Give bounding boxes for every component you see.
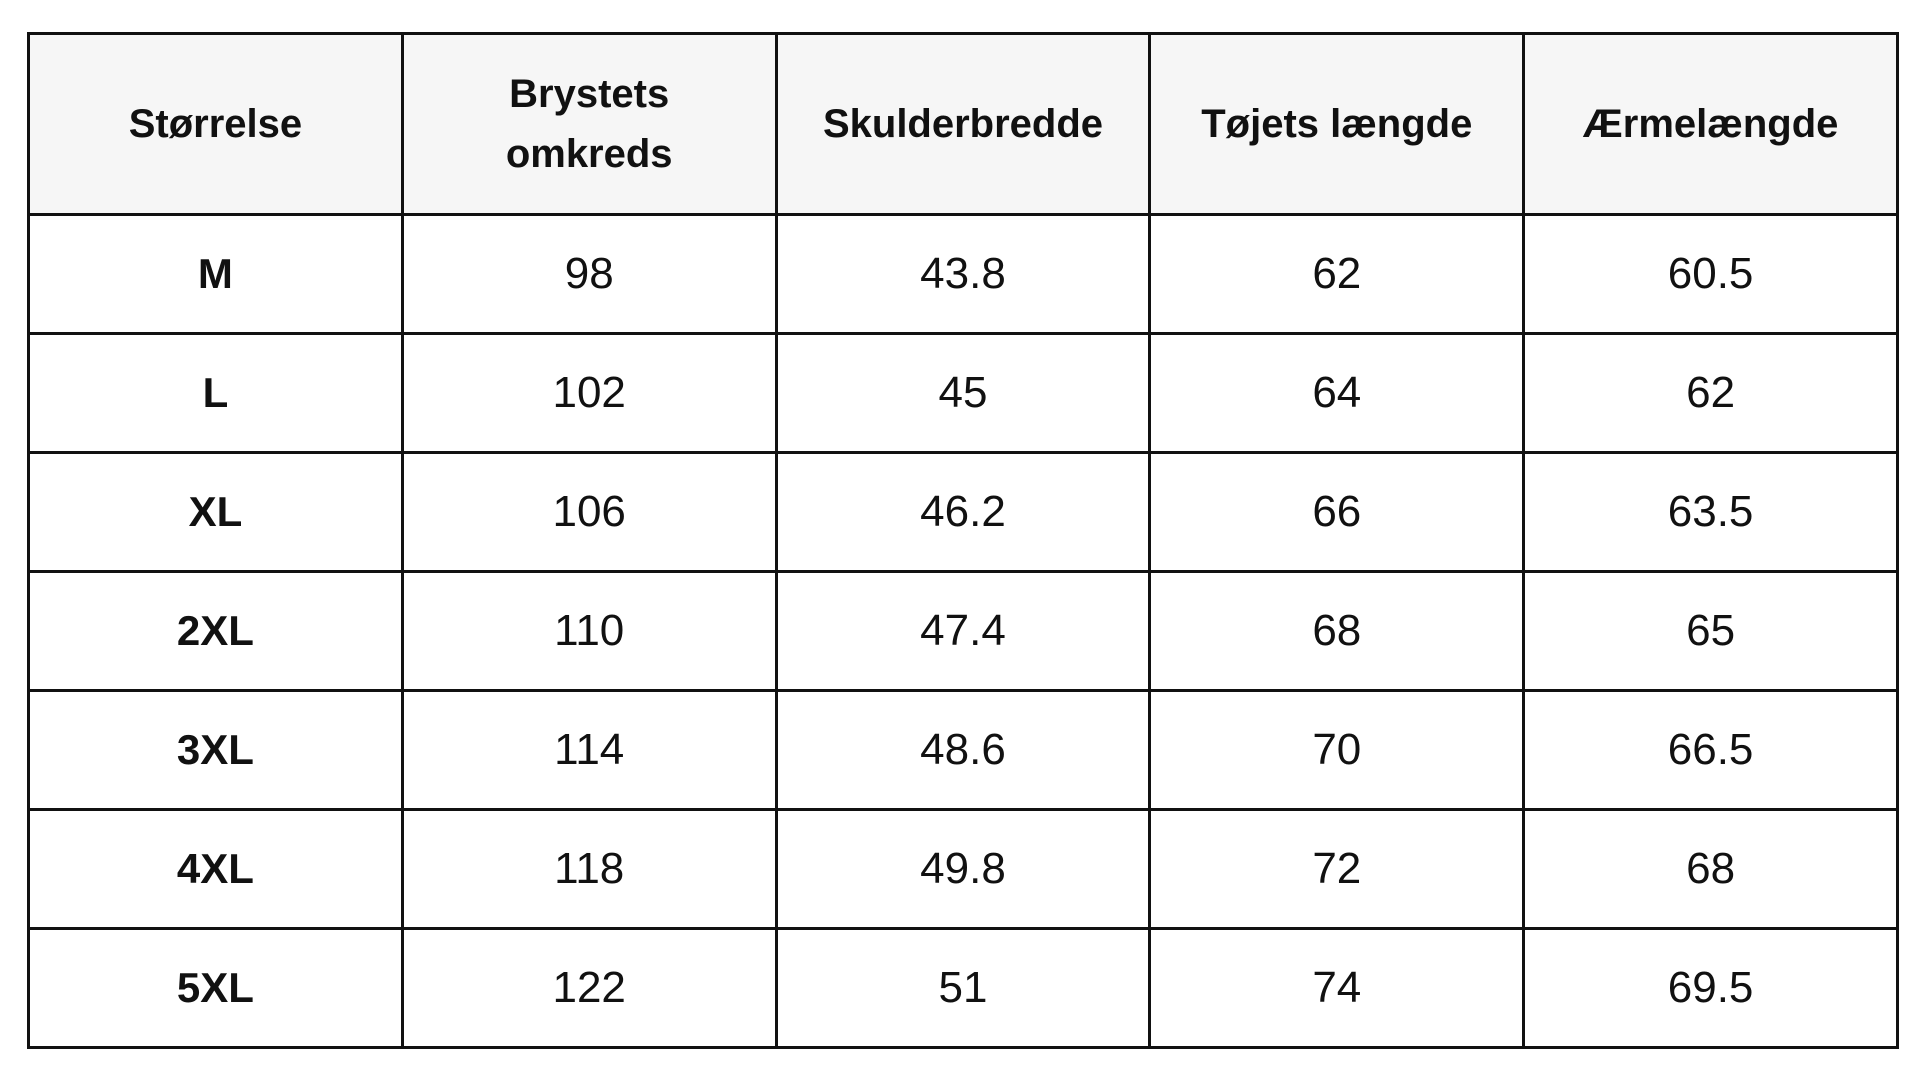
table-body: M 98 43.8 62 60.5 L 102 45 64 62 XL 106 46.2 66 63.5 2X… <box>27 213 1899 1049</box>
table-row: M 98 43.8 62 60.5 <box>27 213 1899 335</box>
size-cell: L <box>27 332 404 454</box>
size-table: Størrelse Brystets omkreds Skulderbredde Tø… <box>27 32 1899 1049</box>
value-cell: 118 <box>400 808 778 930</box>
table-row: 4XL 118 49.8 72 68 <box>27 808 1899 930</box>
value-cell: 68 <box>1522 808 1899 930</box>
header-cell: Tøjets længde <box>1148 32 1526 216</box>
header-text: Ærmelængde <box>1582 102 1839 146</box>
value-cell: 46.2 <box>774 451 1152 573</box>
value-cell: 69.5 <box>1522 927 1899 1049</box>
table-head: Størrelse Brystets omkreds Skulderbredde Tø… <box>27 32 1899 216</box>
header-text: Skulderbredde <box>822 102 1104 146</box>
value-cell: 74 <box>1148 927 1526 1049</box>
table-row: L 102 45 64 62 <box>27 332 1899 454</box>
header-cell: Ærmelængde <box>1522 32 1899 216</box>
size-cell: 3XL <box>27 689 404 811</box>
header-row: Størrelse Brystets omkreds Skulderbredde Tø… <box>27 32 1899 216</box>
value-cell: 102 <box>400 332 778 454</box>
value-cell: 66.5 <box>1522 689 1899 811</box>
value-cell: 98 <box>400 213 778 335</box>
value-cell: 72 <box>1148 808 1526 930</box>
value-cell: 47.4 <box>774 570 1152 692</box>
size-cell: M <box>27 213 404 335</box>
value-cell: 60.5 <box>1522 213 1899 335</box>
value-cell: 64 <box>1148 332 1526 454</box>
size-cell: 4XL <box>27 808 404 930</box>
size-cell: XL <box>27 451 404 573</box>
value-cell: 48.6 <box>774 689 1152 811</box>
value-cell: 62 <box>1148 213 1526 335</box>
table-row: XL 106 46.2 66 63.5 <box>27 451 1899 573</box>
header-cell: Størrelse <box>27 32 404 216</box>
value-cell: 122 <box>400 927 778 1049</box>
value-cell: 45 <box>774 332 1152 454</box>
value-cell: 43.8 <box>774 213 1152 335</box>
header-text: Brystets omkreds <box>505 72 673 176</box>
value-cell: 51 <box>774 927 1152 1049</box>
header-cell: Brystets omkreds <box>400 32 778 216</box>
header-cell: Skulderbredde <box>774 32 1152 216</box>
size-cell: 2XL <box>27 570 404 692</box>
table-row: 3XL 114 48.6 70 66.5 <box>27 689 1899 811</box>
value-cell: 106 <box>400 451 778 573</box>
value-cell: 110 <box>400 570 778 692</box>
value-cell: 68 <box>1148 570 1526 692</box>
table-row: 5XL 122 51 74 69.5 <box>27 927 1899 1049</box>
value-cell: 70 <box>1148 689 1526 811</box>
value-cell: 66 <box>1148 451 1526 573</box>
value-cell: 114 <box>400 689 778 811</box>
value-cell: 63.5 <box>1522 451 1899 573</box>
header-text: Tøjets længde <box>1201 102 1473 146</box>
value-cell: 62 <box>1522 332 1899 454</box>
header-text: Størrelse <box>128 102 303 146</box>
value-cell: 65 <box>1522 570 1899 692</box>
value-cell: 49.8 <box>774 808 1152 930</box>
size-cell: 5XL <box>27 927 404 1049</box>
table-row: 2XL 110 47.4 68 65 <box>27 570 1899 692</box>
